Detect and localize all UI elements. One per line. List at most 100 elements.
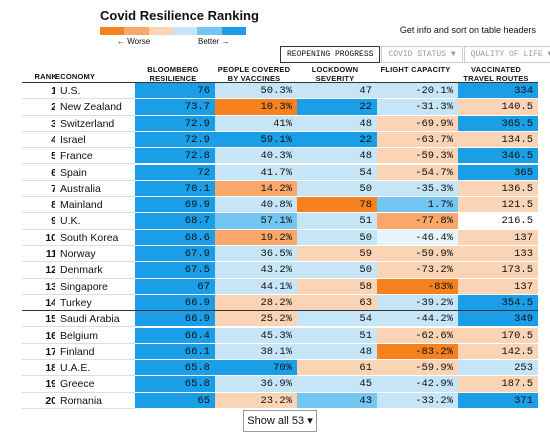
value-cell: 78 [297, 197, 377, 214]
value-cell: 365 [458, 164, 538, 181]
title: Covid Resilience Ranking [100, 8, 259, 23]
economy: Finland [55, 343, 135, 361]
rank: 7 [22, 180, 57, 198]
column-header[interactable]: FLIGHT CAPACITY [380, 65, 451, 74]
value-cell: 136.5 [458, 180, 538, 198]
value-cell: 65.8 [135, 376, 215, 393]
tabs: REOPENING PROGRESS COVID STATUS ▼ QUALITY … [280, 46, 550, 63]
value-cell: 48 [297, 115, 377, 132]
value-cell: 25.2% [215, 311, 297, 328]
value-cell: -20.1% [377, 83, 458, 100]
economy: Turkey [55, 294, 135, 312]
value-cell: -59.9% [377, 246, 458, 263]
value-cell: 73.7 [135, 99, 215, 116]
value-cell: 72.9 [135, 115, 215, 132]
rank: 15 [22, 311, 57, 328]
value-cell: 41.7% [215, 164, 297, 181]
value-cell: 170.5 [458, 327, 538, 344]
value-cell: 28.2% [215, 294, 297, 312]
value-cell: -62.6% [377, 327, 458, 344]
value-cell: 67.5 [135, 262, 215, 279]
value-cell: 45.3% [215, 327, 297, 344]
value-cell: 43 [297, 392, 377, 409]
economy: U.K. [55, 213, 135, 230]
value-cell: 36.9% [215, 376, 297, 393]
value-cell: 38.1% [215, 343, 297, 361]
legend-swatch [148, 27, 173, 35]
column-header[interactable]: RANK [34, 72, 57, 81]
value-cell: 44.1% [215, 278, 297, 295]
value-cell: 54 [297, 311, 377, 328]
header-rule [22, 82, 538, 83]
value-cell: 43.2% [215, 262, 297, 279]
value-cell: 66.4 [135, 327, 215, 344]
value-cell: -83.2% [377, 343, 458, 361]
value-cell: 14.2% [215, 180, 297, 198]
value-cell: 36.5% [215, 246, 297, 263]
legend [100, 27, 246, 35]
value-cell: 41% [215, 115, 297, 132]
column-header[interactable]: PEOPLE COVERED BY VACCINES [217, 65, 291, 83]
rank: 13 [22, 278, 57, 295]
economy: Switzerland [55, 115, 135, 132]
value-cell: 70% [215, 360, 297, 377]
value-cell: 45 [297, 376, 377, 393]
value-cell: 133 [458, 246, 538, 263]
value-cell: 51 [297, 327, 377, 344]
value-cell: 22 [297, 131, 377, 149]
rank: 5 [22, 148, 57, 165]
rank: 16 [22, 327, 57, 344]
value-cell: -77.8% [377, 213, 458, 230]
rank: 19 [22, 376, 57, 393]
value-cell: 57.1% [215, 213, 297, 230]
value-cell: 371 [458, 392, 538, 409]
column-header[interactable]: LOCKDOWN SEVERITY [311, 65, 359, 83]
value-cell: 66.9 [135, 311, 215, 328]
value-cell: 346.5 [458, 148, 538, 165]
economy: Greece [55, 376, 135, 393]
value-cell: 72.8 [135, 148, 215, 165]
info-text: Get info and sort on table headers [399, 25, 536, 35]
rank: 3 [22, 115, 57, 132]
value-cell: 67.9 [135, 246, 215, 263]
legend-swatch [197, 27, 222, 35]
value-cell: -63.7% [377, 131, 458, 149]
column-header[interactable]: ECONOMY [55, 72, 96, 81]
tab[interactable]: COVID STATUS ▼ [381, 46, 463, 63]
rank: 17 [22, 343, 57, 361]
value-cell: 69.9 [135, 197, 215, 214]
value-cell: 187.5 [458, 376, 538, 393]
value-cell: 70.1 [135, 180, 215, 198]
tab[interactable]: REOPENING PROGRESS [280, 46, 381, 63]
legend-swatch [124, 27, 149, 35]
rank: 11 [22, 246, 57, 263]
value-cell: -39.2% [377, 294, 458, 312]
rank: 2 [22, 99, 57, 116]
value-cell: 67 [135, 278, 215, 295]
rank: 14 [22, 294, 57, 312]
economy: South Korea [55, 229, 135, 246]
value-cell: 140.5 [458, 99, 538, 116]
value-cell: 76 [135, 83, 215, 100]
value-cell: 61 [297, 360, 377, 377]
tab[interactable]: QUALITY OF LIFE ▼ [463, 46, 550, 63]
value-cell: 354.5 [458, 294, 538, 312]
economy: Norway [55, 246, 135, 263]
value-cell: 40.8% [215, 197, 297, 214]
value-cell: 40.3% [215, 148, 297, 165]
value-cell: 51 [297, 213, 377, 230]
economy: U.A.E. [55, 360, 135, 377]
value-cell: 58 [297, 278, 377, 295]
show-all-button[interactable]: Show all 53 ▾ [243, 410, 317, 432]
column-header[interactable]: VACCINATED TRAVEL ROUTES [463, 65, 529, 83]
economy: Romania [55, 392, 135, 409]
value-cell: 19.2% [215, 229, 297, 246]
value-cell: -83% [377, 278, 458, 295]
value-cell: 65 [135, 392, 215, 409]
value-cell: 334 [458, 83, 538, 100]
rank: 1 [22, 83, 57, 100]
value-cell: 142.5 [458, 343, 538, 361]
economy: Saudi Arabia [55, 311, 135, 328]
value-cell: 47 [297, 83, 377, 100]
